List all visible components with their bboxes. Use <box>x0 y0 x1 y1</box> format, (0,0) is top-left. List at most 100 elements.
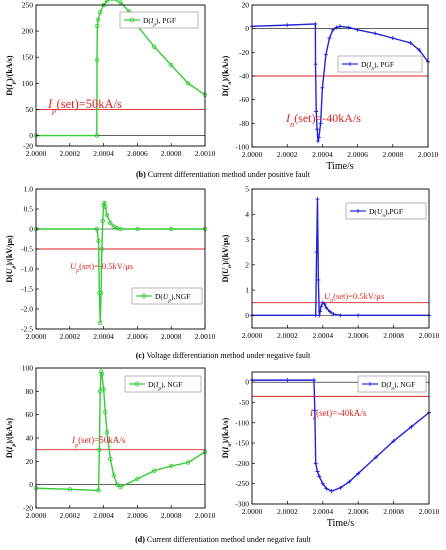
x-tick-label: 2.0006 <box>127 149 148 158</box>
y-tick-label: -100 <box>235 418 249 427</box>
data-point <box>317 474 322 479</box>
y-tick-label: -40 <box>239 72 249 81</box>
x-tick-label: 2.0010 <box>195 149 216 158</box>
y-tick-label: 5 <box>245 185 249 194</box>
data-point <box>104 212 110 218</box>
data-point <box>331 312 336 317</box>
data-point <box>135 476 140 482</box>
data-point <box>98 389 103 394</box>
y-tick-label: 20 <box>26 457 34 466</box>
data-point <box>108 220 113 226</box>
y-tick-label: -0.5 <box>21 245 33 254</box>
y-tick-label: 100 <box>22 79 34 88</box>
caption-b: (b) Current differentiation method under… <box>0 170 446 179</box>
data-point <box>104 0 110 4</box>
data-point <box>118 484 123 490</box>
threshold-label: In(set)=-40kA/s <box>309 408 367 422</box>
y-tick-label: -250 <box>235 479 249 488</box>
x-tick-label: 2.0006 <box>127 332 148 341</box>
legend-box <box>337 55 423 73</box>
y-tick-label: 2 <box>245 260 249 269</box>
legend-label: D(Ip), PGF <box>143 16 176 28</box>
data-point <box>327 309 332 314</box>
legend-box <box>345 202 427 220</box>
legend-marker <box>356 209 360 213</box>
threshold-label: Up(set)=-0.5kV/μs <box>70 261 133 274</box>
data-point <box>95 23 100 29</box>
data-point <box>338 313 343 318</box>
y-tick-label: 50 <box>26 105 34 114</box>
plot-frame <box>251 188 430 329</box>
data-point <box>168 62 174 68</box>
y-tick-label: 0 <box>29 225 33 234</box>
y-tick-label: 1.0 <box>24 185 34 194</box>
data-point <box>319 304 324 309</box>
data-point <box>347 479 352 484</box>
y-tick-label: 0 <box>245 311 249 320</box>
data-point <box>330 27 335 32</box>
y-tick-label: 250 <box>22 1 34 10</box>
y-tick-label: -1.5 <box>21 285 33 294</box>
data-point <box>316 277 321 282</box>
data-point <box>356 313 361 318</box>
data-point <box>98 290 104 296</box>
x-tick-label: 2.0000 <box>242 150 263 159</box>
legend-label: D(Up),NGF <box>155 292 190 304</box>
data-point <box>110 0 114 1</box>
x-tick-label: 2.0002 <box>59 149 80 158</box>
data-point <box>320 85 325 90</box>
y-tick-label: -150 <box>235 439 249 448</box>
data-point <box>97 290 102 296</box>
data-point <box>114 482 120 487</box>
y-tick-label: 1 <box>245 286 249 295</box>
data-point <box>312 408 317 413</box>
data-point <box>185 460 191 465</box>
legend: D(Up),NGF <box>131 287 203 305</box>
x-tick-label: 2.0010 <box>418 150 439 159</box>
x-tick-label: 2.0010 <box>195 511 216 520</box>
data-point <box>96 238 101 244</box>
y-tick-label: 0 <box>29 480 33 489</box>
data-point <box>96 488 101 493</box>
caption-c-letter: (c) <box>135 351 145 360</box>
data-point <box>94 133 100 138</box>
data-point <box>320 481 325 486</box>
caption-d: (d) Current differentiation method under… <box>0 535 446 544</box>
x-tick-label: 2.0004 <box>93 511 114 520</box>
legend-label: D(Ip), NGF <box>148 380 182 392</box>
legend-box <box>124 375 202 393</box>
data-point <box>355 27 360 32</box>
data-point <box>318 309 323 314</box>
y-axis-label: D(In)/(kA/s) <box>221 55 233 96</box>
data-point <box>101 386 106 392</box>
data-point <box>111 224 116 229</box>
data-point <box>316 135 321 140</box>
chart-p6: 2.0000 2.0002 2.0004 2.0006 2.0008 2.0010 -300… <box>221 371 440 529</box>
y-tick-label: -2.5 <box>21 325 33 334</box>
y-tick-label: -2.0 <box>21 305 33 314</box>
chart-p4: 2.0000 2.0002 2.0004 2.0006 2.0008 2.0010 0 1 2 3… <box>221 185 440 341</box>
y-tick-label: -50 <box>239 398 249 407</box>
data-point <box>104 429 110 435</box>
data-point <box>67 487 72 492</box>
chart-p2: 2.0000 2.0002 2.0004 2.0006 2.0008 2.0010 -100… <box>221 1 439 173</box>
x-tick-label: 2.0000 <box>26 149 47 158</box>
legend-marker <box>141 293 147 299</box>
plot-frame <box>35 4 206 147</box>
data-point <box>327 36 332 41</box>
data-point <box>102 200 107 206</box>
legend-marker <box>368 382 372 386</box>
y-tick-label: 3 <box>245 235 249 244</box>
data-point <box>168 226 174 232</box>
x-tick-label: 2.0000 <box>242 507 263 516</box>
x-tick-label: 2.0004 <box>312 507 333 516</box>
data-point <box>338 485 343 490</box>
data-point <box>103 204 108 210</box>
caption-c-text: Voltage differentiation method under neg… <box>146 351 311 360</box>
x-tick-label: 2.0004 <box>312 331 333 340</box>
data-point <box>152 44 157 49</box>
data-point <box>94 57 100 63</box>
legend-marker <box>129 17 135 23</box>
data-point <box>315 197 320 202</box>
